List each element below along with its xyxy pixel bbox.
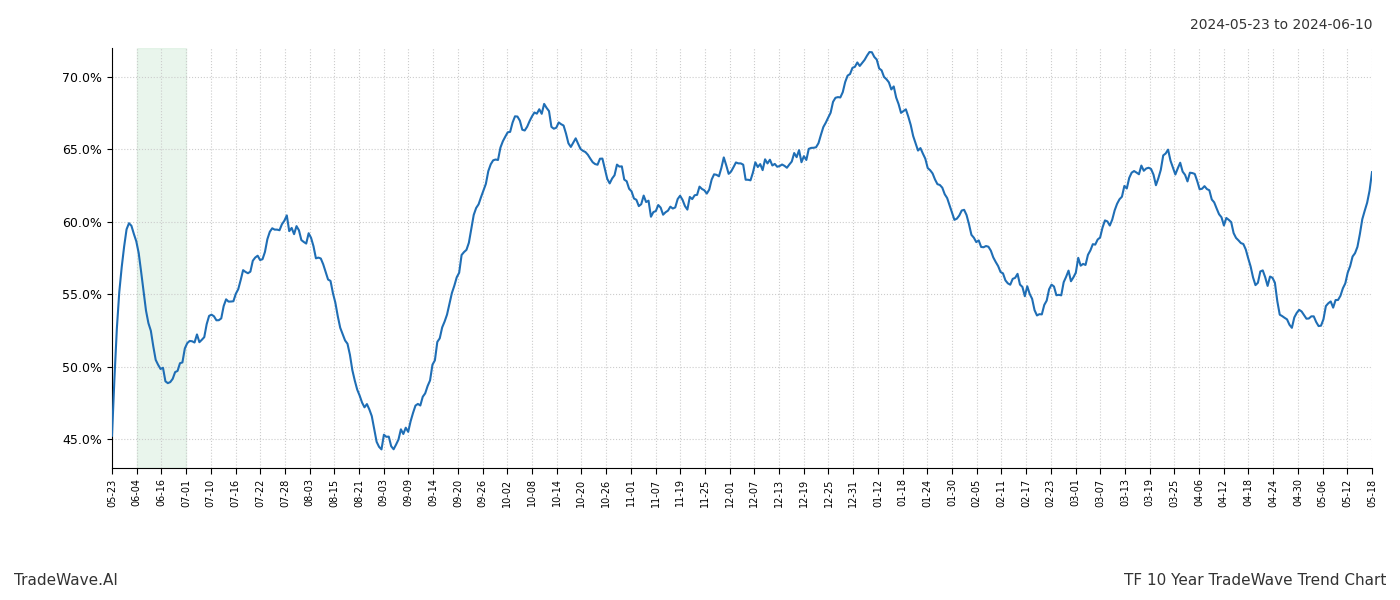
Bar bbox=[137, 48, 186, 468]
Text: TradeWave.AI: TradeWave.AI bbox=[14, 573, 118, 588]
Text: TF 10 Year TradeWave Trend Chart: TF 10 Year TradeWave Trend Chart bbox=[1124, 573, 1386, 588]
Text: 2024-05-23 to 2024-06-10: 2024-05-23 to 2024-06-10 bbox=[1190, 18, 1372, 32]
